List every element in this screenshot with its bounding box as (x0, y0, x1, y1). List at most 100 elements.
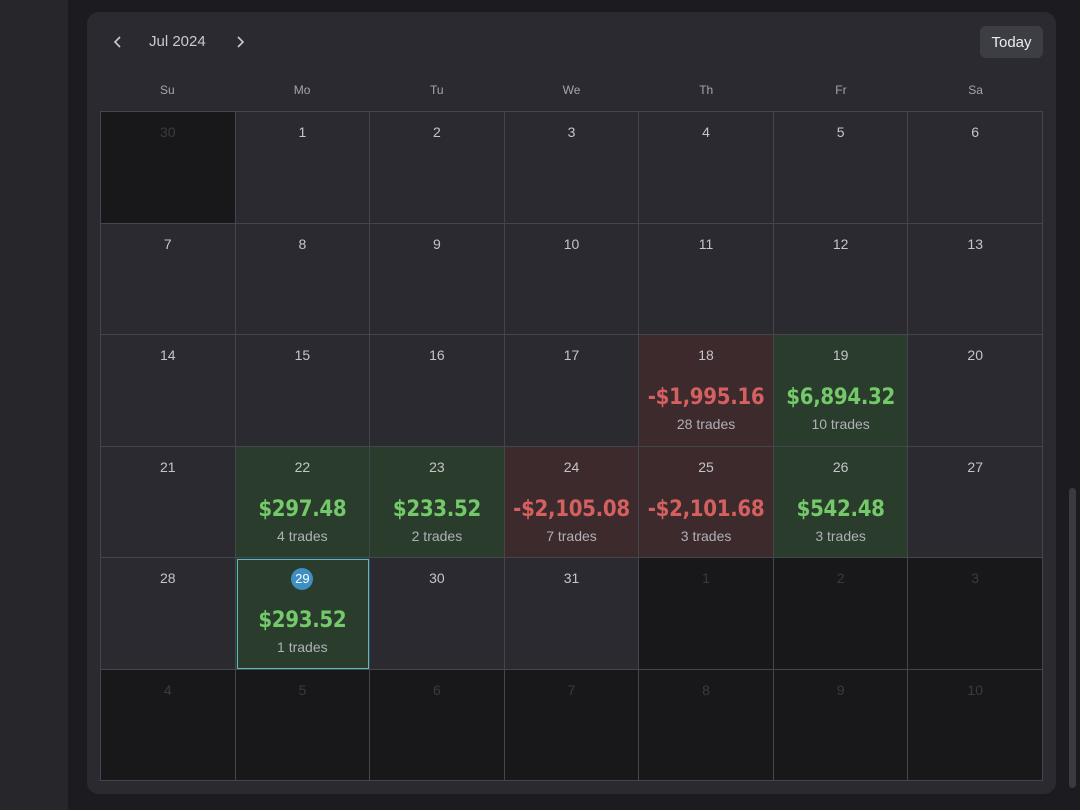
calendar-day-cell[interactable]: 10 (908, 669, 1043, 781)
calendar-day-cell[interactable]: 4 (639, 112, 774, 224)
calendar-day-cell[interactable]: 2 (370, 112, 505, 224)
day-number: 2 (433, 124, 441, 140)
day-trade-count: 4 trades (277, 527, 328, 544)
calendar-day-cell[interactable]: 1 (639, 558, 774, 670)
day-number: 4 (163, 681, 172, 698)
day-number: 2 (836, 570, 845, 586)
calendar-day-cell[interactable]: 5 (235, 669, 371, 781)
calendar-day-cell[interactable]: 16 (370, 335, 505, 447)
day-number: 8 (702, 681, 710, 698)
weekday-label: Fr (835, 83, 847, 97)
day-pnl: $293.52 (258, 608, 347, 633)
day-number: 5 (836, 124, 845, 140)
day-number: 26 (832, 458, 849, 475)
calendar-day-cell[interactable]: 23 $233.52 2 trades (370, 446, 505, 558)
day-trade-count: 7 trades (546, 527, 597, 544)
day-pnl: $297.48 (258, 496, 347, 522)
calendar-day-cell[interactable]: 24 -$2,105.08 7 trades (504, 446, 640, 558)
calendar-day-cell[interactable]: 15 (235, 335, 371, 447)
day-number: 22 (294, 458, 311, 475)
calendar-day-cell[interactable]: 5 (773, 112, 909, 224)
day-number: 9 (836, 681, 845, 698)
day-number: 9 (433, 235, 441, 252)
calendar-day-cell[interactable]: 19 $6,894.32 10 trades (773, 335, 909, 447)
day-number: 7 (567, 681, 576, 698)
calendar-day-cell[interactable]: 8 (235, 223, 371, 335)
calendar-day-cell[interactable]: 17 (504, 335, 640, 447)
calendar-day-cell[interactable]: 3 (504, 112, 640, 224)
day-number: 15 (294, 347, 311, 363)
day-pnl: $233.52 (392, 496, 481, 522)
day-number: 18 (698, 347, 714, 363)
calendar-day-cell[interactable]: 11 (639, 223, 774, 335)
day-number: 23 (429, 458, 445, 475)
calendar-day-cell[interactable]: 13 (908, 223, 1043, 335)
day-number: 5 (298, 681, 307, 698)
day-number: 21 (159, 458, 176, 475)
calendar-day-cell[interactable]: 25 -$2,101.68 3 trades (639, 446, 774, 558)
day-number: 4 (702, 124, 710, 140)
day-number: 24 (563, 458, 580, 475)
calendar-day-cell[interactable]: 28 (101, 558, 236, 670)
calendar-day-cell[interactable]: 6 (908, 112, 1043, 224)
today-button[interactable]: Today (980, 26, 1043, 58)
day-number: 17 (563, 347, 580, 363)
calendar-day-cell[interactable]: 6 (370, 669, 505, 781)
calendar-grid: 30 1 2 3 4 5 6 7 8 9 10 11 12 13 14 15 16 17 18 -$1,995.16 2… (100, 111, 1043, 781)
day-pnl: $542.48 (796, 496, 885, 522)
day-number: 30 (159, 124, 176, 140)
calendar-day-cell[interactable]: 27 (908, 446, 1043, 558)
calendar-day-cell[interactable]: 7 (504, 669, 640, 781)
calendar-day-cell[interactable]: 21 (101, 446, 236, 558)
chevron-left-icon (113, 36, 121, 48)
calendar-day-cell[interactable]: 29 $293.52 1 trades (235, 558, 371, 670)
calendar-day-cell[interactable]: 20 (908, 335, 1043, 447)
calendar-day-cell[interactable]: 10 (504, 223, 640, 335)
calendar-day-cell[interactable]: 1 (235, 112, 371, 224)
day-number: 27 (967, 458, 983, 475)
calendar-day-cell[interactable]: 9 (773, 669, 909, 781)
weekday-label: Mo (293, 83, 311, 97)
day-number: 19 (832, 347, 849, 363)
calendar-day-cell[interactable]: 30 (101, 112, 236, 224)
day-trade-count: 1 trades (277, 639, 328, 655)
calendar-day-cell[interactable]: 12 (773, 223, 909, 335)
day-trade-count: 2 trades (411, 527, 463, 544)
day-number: 3 (971, 570, 980, 586)
day-number: 10 (967, 681, 983, 698)
day-number: 28 (159, 570, 176, 586)
sidebar (0, 0, 68, 810)
calendar-day-cell[interactable]: 30 (370, 558, 505, 670)
calendar-day-cell[interactable]: 26 $542.48 3 trades (773, 446, 909, 558)
calendar-day-cell[interactable]: 4 (101, 669, 236, 781)
calendar-day-cell[interactable]: 9 (370, 223, 505, 335)
calendar-day-cell[interactable]: 7 (101, 223, 236, 335)
day-pnl: $6,894.32 (786, 385, 895, 410)
day-number: 8 (298, 235, 307, 252)
day-number: 16 (429, 347, 445, 363)
weekday-label: Tu (430, 83, 444, 97)
month-label: Jul 2024 (149, 33, 206, 50)
day-trade-count: 28 trades (676, 416, 736, 432)
calendar-day-cell[interactable]: 18 -$1,995.16 28 trades (639, 335, 774, 447)
weekday-label: Su (160, 83, 175, 97)
next-month-button[interactable] (226, 28, 254, 56)
calendar-day-cell[interactable]: 8 (639, 669, 774, 781)
weekday-label: Th (699, 83, 714, 97)
day-trade-count: 10 trades (811, 416, 870, 432)
scrollbar-thumb[interactable] (1069, 488, 1076, 788)
day-pnl: -$2,105.08 (513, 496, 630, 522)
day-number: 29 (236, 568, 370, 590)
calendar-day-cell[interactable]: 14 (101, 335, 236, 447)
weekday-label: Sa (968, 83, 983, 97)
day-pnl: -$2,101.68 (647, 496, 765, 522)
chevron-right-icon (237, 36, 245, 48)
day-number: 30 (429, 570, 445, 586)
calendar-day-cell[interactable]: 3 (908, 558, 1043, 670)
calendar-day-cell[interactable]: 22 $297.48 4 trades (235, 446, 371, 558)
calendar-day-cell[interactable]: 31 (504, 558, 640, 670)
day-number: 1 (702, 570, 710, 586)
calendar-day-cell[interactable]: 2 (773, 558, 909, 670)
day-number: 31 (563, 570, 580, 586)
prev-month-button[interactable] (104, 28, 132, 56)
